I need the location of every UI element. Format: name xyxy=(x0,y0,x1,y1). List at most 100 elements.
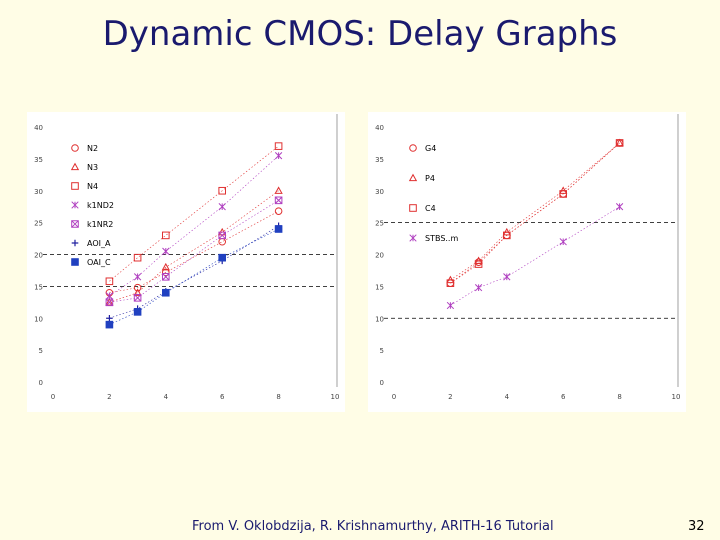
right-point-STBS..m xyxy=(615,203,624,211)
left-point-k1NR2 xyxy=(133,294,142,302)
left-point-k1NR2 xyxy=(162,273,170,281)
left-point-OAI_C xyxy=(133,308,142,316)
right-y-tick-label: 10 xyxy=(375,315,384,323)
right-legend-label: G4 xyxy=(425,144,436,153)
right-x-tick-label: 4 xyxy=(505,393,510,401)
left-point-k1ND2 xyxy=(105,292,114,300)
left-point-N2 xyxy=(133,283,142,292)
page-number: 32 xyxy=(688,519,705,534)
left-legend-label: AOI_A xyxy=(87,239,111,248)
right-x-tick-label: 6 xyxy=(561,393,566,401)
right-y-tick-label: 0 xyxy=(380,379,384,387)
left-point-k1ND2 xyxy=(218,203,226,211)
right-y-tick-label: 40 xyxy=(375,124,384,132)
left-series-line-N4 xyxy=(109,145,279,282)
left-point-N2 xyxy=(218,237,226,246)
left-x-tick-label: 0 xyxy=(51,393,55,401)
left-point-k1NR2 xyxy=(274,196,283,205)
left-point-OAI_C xyxy=(218,253,226,262)
left-point-k1ND2 xyxy=(133,273,142,281)
right-y-tick-label: 25 xyxy=(375,220,384,228)
left-y-tick-label: 25 xyxy=(34,220,43,228)
left-x-tick-label: 4 xyxy=(164,393,169,401)
right-x-tick-label: 10 xyxy=(672,393,681,401)
chart-panel-left: 0 5 10 15 20 25 30 35 40 0 2 4 6 8 10 N2 N3 N4 k1ND2 k1NR2 A… xyxy=(27,112,345,412)
right-legend-marker-C4 xyxy=(409,204,417,212)
left-point-OAI_C xyxy=(162,288,170,297)
slide-title: Dynamic CMOS: Delay Graphs xyxy=(102,14,618,54)
left-y-tick-label: 35 xyxy=(34,156,43,164)
right-legend-label: P4 xyxy=(425,174,435,183)
left-point-N4 xyxy=(218,186,226,195)
left-point-N2 xyxy=(162,268,170,277)
left-point-OAI_C xyxy=(274,225,283,233)
left-y-tick-label: 30 xyxy=(34,188,43,196)
right-point-C4 xyxy=(446,279,455,287)
left-x-tick-label: 10 xyxy=(331,393,340,401)
left-point-N3 xyxy=(105,297,114,306)
left-legend-label: OAI_C xyxy=(87,258,111,267)
left-point-k1NR2 xyxy=(105,298,114,307)
right-legend-marker-P4 xyxy=(408,173,418,182)
delay-chart-left: 0 5 10 15 20 25 30 35 40 0 2 4 6 8 10 N2 N3 N4 k1ND2 k1NR2 A… xyxy=(34,114,340,401)
left-legend-marker-AOI_A xyxy=(71,239,79,247)
left-point-k1NR2 xyxy=(218,231,226,240)
left-y-tick-label: 40 xyxy=(34,124,43,132)
left-legend-label: N4 xyxy=(87,182,98,191)
left-legend-marker-k1ND2 xyxy=(71,201,79,209)
left-point-N4 xyxy=(105,277,114,286)
left-legend-label: N2 xyxy=(87,144,98,153)
left-point-N3 xyxy=(161,262,170,271)
left-y-tick-label: 15 xyxy=(34,283,43,291)
right-point-STBS..m xyxy=(446,301,455,310)
left-legend-marker-N2 xyxy=(71,144,79,152)
left-y-tick-label: 5 xyxy=(39,347,43,355)
right-series-line-C4 xyxy=(450,142,620,284)
left-point-OAI_C xyxy=(105,320,114,329)
right-y-tick-label: 5 xyxy=(380,347,384,355)
right-point-STBS..m xyxy=(474,283,483,292)
left-point-N4 xyxy=(133,253,142,262)
left-point-N2 xyxy=(274,207,283,215)
left-point-k1ND2 xyxy=(162,247,170,255)
footer-citation: From V. Oklobdzija, R. Krishnamurthy, AR… xyxy=(192,519,554,534)
chart-panel-right: 0 5 10 15 20 25 30 35 40 0 2 4 6 8 10 G4 P4 C4 STBS..m xyxy=(368,112,686,412)
left-legend-marker-k1NR2 xyxy=(71,220,79,228)
right-y-tick-label: 35 xyxy=(375,156,384,164)
left-series-line-N3 xyxy=(109,190,279,303)
left-legend-label: N3 xyxy=(87,163,98,172)
left-x-tick-label: 6 xyxy=(220,393,225,401)
right-point-C4 xyxy=(615,139,624,147)
left-y-tick-label: 20 xyxy=(34,252,43,260)
left-point-N3 xyxy=(133,288,142,296)
left-legend-marker-N4 xyxy=(71,182,79,190)
left-legend-label: k1NR2 xyxy=(87,220,113,229)
right-y-tick-label: 15 xyxy=(375,283,384,291)
left-point-N3 xyxy=(274,186,283,194)
left-legend-marker-N3 xyxy=(70,162,80,171)
delay-chart-right: 0 5 10 15 20 25 30 35 40 0 2 4 6 8 10 G4 P4 C4 STBS..m xyxy=(375,114,681,401)
right-legend-marker-G4 xyxy=(409,144,417,152)
left-series-line-N2 xyxy=(109,210,279,294)
right-y-tick-label: 30 xyxy=(375,188,384,196)
left-series-line-AOI_A xyxy=(109,225,279,319)
left-legend-label: k1ND2 xyxy=(87,201,114,210)
right-series-line-P4 xyxy=(450,142,620,281)
right-point-C4 xyxy=(503,231,511,240)
right-legend-marker-STBS..m xyxy=(409,234,417,242)
left-legend-marker-OAI_C xyxy=(71,258,79,266)
right-point-STBS..m xyxy=(559,238,567,246)
left-series-line-k1ND2 xyxy=(109,155,279,297)
left-point-N4 xyxy=(274,142,283,150)
left-point-k1ND2 xyxy=(274,152,283,160)
right-legend-label: C4 xyxy=(425,204,436,213)
right-y-tick-label: 20 xyxy=(375,252,384,260)
right-point-STBS..m xyxy=(503,273,511,281)
right-point-C4 xyxy=(474,260,483,268)
right-point-C4 xyxy=(559,190,567,198)
left-y-tick-label: 0 xyxy=(39,379,43,387)
left-x-tick-label: 2 xyxy=(107,393,111,401)
left-point-N4 xyxy=(162,231,170,240)
right-point-P4 xyxy=(615,138,624,147)
right-x-tick-label: 2 xyxy=(448,393,452,401)
